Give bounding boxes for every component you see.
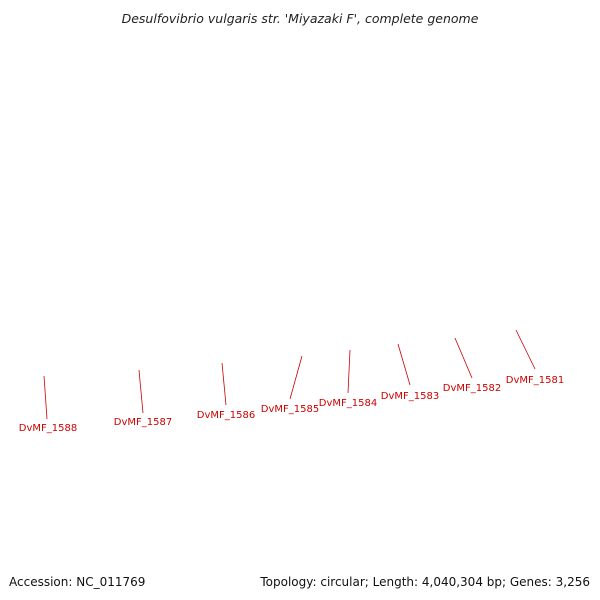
gene-label: DvMF_1588 — [19, 423, 77, 434]
gene-leader-line — [289, 355, 303, 400]
gene-leader-line — [138, 369, 144, 414]
genome-title: Desulfovibrio vulgaris str. 'Miyazaki F'… — [122, 11, 479, 26]
gene-label: DvMF_1586 — [197, 410, 255, 421]
gene-leader-line — [454, 337, 473, 379]
gene-labels: DvMF_1588DvMF_1587DvMF_1586DvMF_1585DvMF… — [19, 329, 564, 434]
gene-label: DvMF_1587 — [114, 417, 172, 428]
gene-leader-line — [515, 329, 536, 370]
genome-summary-text: Topology: circular; Length: 4,040,304 bp… — [259, 575, 590, 589]
gene-leader-line — [347, 349, 351, 394]
accession-text: Accession: NC_011769 — [9, 575, 145, 589]
gene-label: DvMF_1581 — [506, 375, 564, 386]
gene-label: DvMF_1582 — [443, 383, 501, 394]
gene-label: DvMF_1585 — [261, 404, 319, 415]
gene-leader-line — [43, 375, 48, 420]
gene-label: DvMF_1584 — [319, 398, 377, 409]
gene-leader-line — [397, 343, 411, 386]
gene-leader-line — [221, 362, 227, 406]
gene-label: DvMF_1583 — [381, 391, 439, 402]
